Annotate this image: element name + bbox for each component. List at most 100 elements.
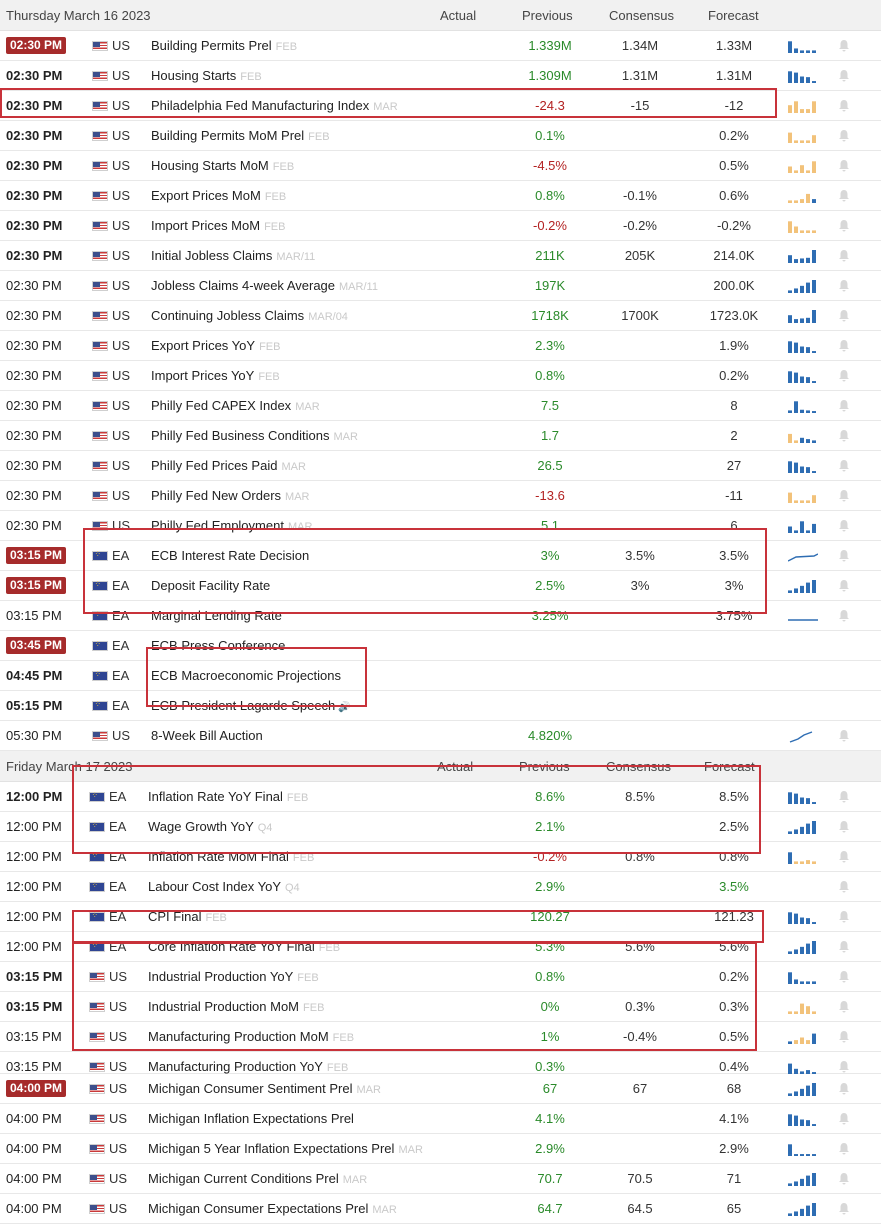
bell-icon[interactable] (838, 399, 850, 412)
event-name[interactable]: Michigan 5 Year Inflation Expectations P… (148, 1141, 395, 1156)
event-name-link[interactable]: Marginal Lending Rate (151, 601, 282, 630)
table-row[interactable]: 03:15 PM EA Marginal Lending Rate 3.25% 3.75… (0, 601, 881, 631)
table-row[interactable]: 04:00 PM US Michigan Consumer Sentiment Pr… (0, 1074, 881, 1104)
table-row[interactable]: 04:00 PM US Michigan Inflation Expectation… (0, 1104, 881, 1134)
event-name[interactable]: Jobless Claims 4-week Average (151, 278, 336, 293)
bell-icon[interactable] (838, 850, 850, 863)
event-name-link[interactable]: Export Prices YoY FEB (151, 331, 280, 362)
event-name-link[interactable]: Building Permits MoM Prel FEB (151, 121, 330, 152)
event-name[interactable]: Building Permits MoM Prel (151, 128, 305, 143)
table-row[interactable]: 12:00 PM EA Labour Cost Index YoY Q4 2.9% 3.5… (0, 872, 881, 902)
column-forecast[interactable]: Forecast (708, 8, 759, 23)
bell-icon[interactable] (838, 1060, 850, 1073)
table-row[interactable]: 03:45 PM EA ECB Press Conference (0, 631, 881, 661)
event-name[interactable]: Philly Fed New Orders (151, 488, 282, 503)
bell-icon[interactable] (838, 820, 850, 833)
event-name[interactable]: Export Prices MoM (151, 188, 261, 203)
event-name-link[interactable]: Deposit Facility Rate (151, 571, 270, 600)
table-row[interactable]: 03:15 PM US Industrial Production MoM FEB 0%… (0, 992, 881, 1022)
event-name-link[interactable]: Inflation Rate YoY Final FEB (148, 782, 308, 813)
bell-icon[interactable] (838, 970, 850, 983)
table-row[interactable]: 02:30 PM US Philly Fed Business Conditions… (0, 421, 881, 451)
table-row[interactable]: 02:30 PM US Housing Starts FEB 1.309M 1.31M 1.… (0, 61, 881, 91)
event-name-link[interactable]: Manufacturing Production YoY FEB (148, 1052, 348, 1083)
event-name[interactable]: Housing Starts (151, 68, 237, 83)
event-name-link[interactable]: Michigan Consumer Sentiment Prel MAR (148, 1074, 381, 1105)
table-row[interactable]: 02:30 PM US Export Prices MoM FEB 0.8% -0.1% 0… (0, 181, 881, 211)
bell-icon[interactable] (838, 459, 850, 472)
table-row[interactable]: 02:30 PM US Philly Fed Employment MAR 5.1 6 (0, 511, 881, 541)
table-row[interactable]: 02:30 PM US Import Prices YoY FEB 0.8% 0.2% (0, 361, 881, 391)
table-row[interactable]: 02:30 PM US Jobless Claims 4-week Average M… (0, 271, 881, 301)
event-name[interactable]: Import Prices YoY (151, 368, 255, 383)
event-name-link[interactable]: Industrial Production YoY FEB (148, 962, 319, 993)
bell-icon[interactable] (838, 309, 850, 322)
table-row[interactable]: 02:30 PM US Continuing Jobless Claims MAR/0… (0, 301, 881, 331)
bell-icon[interactable] (838, 790, 850, 803)
event-name-link[interactable]: Michigan Inflation Expectations Prel (148, 1104, 354, 1133)
event-name[interactable]: Philadelphia Fed Manufacturing Index (151, 98, 370, 113)
column-forecast[interactable]: Forecast (704, 759, 755, 774)
table-row[interactable]: 05:15 PM EA ECB President Lagarde Speech🔊 (0, 691, 881, 721)
table-row[interactable]: 04:00 PM US Michigan Current Conditions Pr… (0, 1164, 881, 1194)
event-name[interactable]: Marginal Lending Rate (151, 608, 282, 623)
event-name[interactable]: Industrial Production YoY (148, 969, 294, 984)
event-name[interactable]: Philly Fed CAPEX Index (151, 398, 292, 413)
bell-icon[interactable] (838, 369, 850, 382)
column-actual[interactable]: Actual (437, 759, 474, 774)
bell-icon[interactable] (838, 279, 850, 292)
event-name-link[interactable]: Michigan Current Conditions Prel MAR (148, 1164, 367, 1195)
event-name[interactable]: ECB Press Conference (151, 638, 286, 653)
table-row[interactable]: 02:30 PM US Philly Fed New Orders MAR -13.6 -… (0, 481, 881, 511)
event-name-link[interactable]: Import Prices YoY FEB (151, 361, 280, 392)
event-name-link[interactable]: Philly Fed New Orders MAR (151, 481, 310, 512)
event-name[interactable]: Core Inflation Rate YoY Final (148, 939, 315, 954)
event-name-link[interactable]: Philly Fed CAPEX Index MAR (151, 391, 320, 422)
bell-icon[interactable] (838, 249, 850, 262)
column-consensus[interactable]: Consensus (606, 759, 672, 774)
event-name-link[interactable]: Initial Jobless Claims MAR/11 (151, 241, 315, 272)
table-row[interactable]: 03:15 PM US Manufacturing Production YoY FE… (0, 1052, 881, 1074)
event-name-link[interactable]: ECB President Lagarde Speech 🔊 (151, 691, 351, 722)
event-name[interactable]: Initial Jobless Claims (151, 248, 273, 263)
event-name-link[interactable]: Core Inflation Rate YoY Final FEB (148, 932, 340, 963)
event-name[interactable]: Continuing Jobless Claims (151, 308, 305, 323)
table-row[interactable]: 03:15 PM US Manufacturing Production MoM FE… (0, 1022, 881, 1052)
event-name-link[interactable]: Wage Growth YoY Q4 (148, 812, 272, 843)
bell-icon[interactable] (838, 1202, 850, 1215)
table-row[interactable]: 02:30 PM US Building Permits MoM Prel FEB 0.… (0, 121, 881, 151)
bell-icon[interactable] (838, 1000, 850, 1013)
event-name-link[interactable]: Philly Fed Employment MAR (151, 511, 312, 542)
event-name[interactable]: 8-Week Bill Auction (151, 728, 263, 743)
bell-icon[interactable] (838, 1112, 850, 1125)
event-name-link[interactable]: Philly Fed Business Conditions MAR (151, 421, 358, 452)
event-name-link[interactable]: Manufacturing Production MoM FEB (148, 1022, 354, 1053)
bell-icon[interactable] (838, 219, 850, 232)
table-row[interactable]: 03:15 PM EA Deposit Facility Rate 2.5% 3% 3% (0, 571, 881, 601)
table-row[interactable]: 05:30 PM US 8-Week Bill Auction 4.820% (0, 721, 881, 751)
event-name[interactable]: CPI Final (148, 909, 202, 924)
event-name-link[interactable]: ECB Press Conference (151, 631, 285, 660)
event-name[interactable]: Michigan Consumer Sentiment Prel (148, 1081, 353, 1096)
event-name[interactable]: Housing Starts MoM (151, 158, 269, 173)
table-row[interactable]: 04:45 PM EA ECB Macroeconomic Projections (0, 661, 881, 691)
bell-icon[interactable] (838, 429, 850, 442)
bell-icon[interactable] (838, 910, 850, 923)
event-name[interactable]: Building Permits Prel (151, 38, 272, 53)
event-name[interactable]: Manufacturing Production YoY (148, 1059, 323, 1074)
bell-icon[interactable] (838, 519, 850, 532)
bell-icon[interactable] (838, 129, 850, 142)
event-name-link[interactable]: Import Prices MoM FEB (151, 211, 285, 242)
bell-icon[interactable] (838, 609, 850, 622)
table-row[interactable]: 04:00 PM US Michigan 5 Year Inflation Expe… (0, 1134, 881, 1164)
event-name[interactable]: Philly Fed Prices Paid (151, 458, 278, 473)
event-name-link[interactable]: Michigan Consumer Expectations Prel MAR (148, 1194, 397, 1225)
event-name-link[interactable]: 8-Week Bill Auction (151, 721, 263, 750)
event-name[interactable]: Inflation Rate YoY Final (148, 789, 283, 804)
event-name[interactable]: Deposit Facility Rate (151, 578, 271, 593)
event-name[interactable]: Michigan Current Conditions Prel (148, 1171, 339, 1186)
bell-icon[interactable] (838, 1172, 850, 1185)
table-row[interactable]: 02:30 PM US Housing Starts MoM FEB -4.5% 0.5% (0, 151, 881, 181)
